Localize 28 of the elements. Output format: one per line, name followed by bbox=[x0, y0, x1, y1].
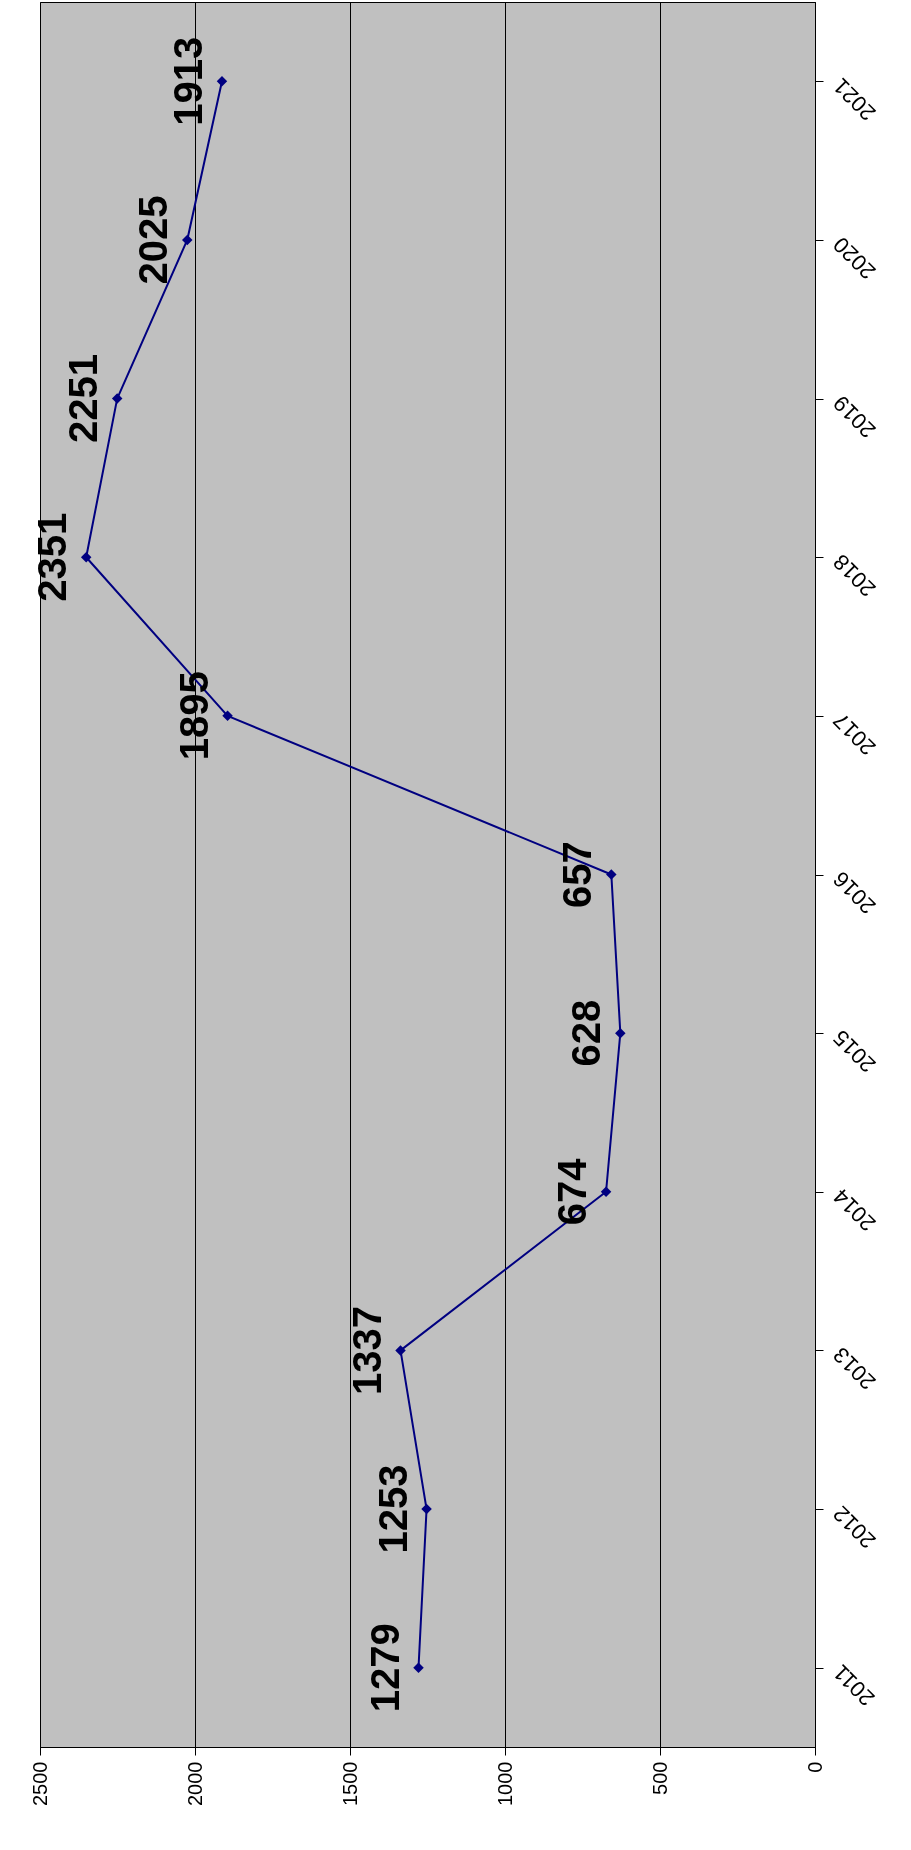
x-tick-label: 1000 bbox=[493, 1761, 516, 1806]
data-label: 1895 bbox=[171, 671, 216, 761]
x-tick-label: 0 bbox=[803, 1761, 826, 1773]
point bbox=[216, 76, 228, 87]
x-tick-label: 2000 bbox=[183, 1761, 206, 1806]
data-label: 628 bbox=[564, 999, 609, 1067]
point bbox=[222, 710, 233, 722]
data-label: 2251 bbox=[61, 354, 106, 444]
point bbox=[111, 393, 123, 404]
point bbox=[615, 1027, 626, 1039]
point bbox=[421, 1503, 432, 1515]
data-label: 1279 bbox=[362, 1623, 407, 1713]
data-label: 657 bbox=[555, 841, 600, 908]
data-label: 2025 bbox=[131, 195, 176, 285]
data-label: 674 bbox=[550, 1157, 595, 1226]
point bbox=[395, 1345, 406, 1356]
x-tick-label: 2500 bbox=[28, 1761, 51, 1806]
x-tick-label: 500 bbox=[648, 1761, 671, 1795]
point bbox=[413, 1662, 424, 1673]
point bbox=[182, 234, 193, 246]
data-label: 1913 bbox=[165, 36, 210, 126]
data-label: 1253 bbox=[370, 1464, 415, 1554]
point bbox=[600, 1186, 612, 1198]
point bbox=[80, 551, 92, 563]
x-tick-label: 1500 bbox=[338, 1761, 361, 1806]
data-label: 1337 bbox=[344, 1305, 389, 1395]
data-label: 2351 bbox=[30, 512, 75, 602]
point bbox=[606, 869, 617, 880]
